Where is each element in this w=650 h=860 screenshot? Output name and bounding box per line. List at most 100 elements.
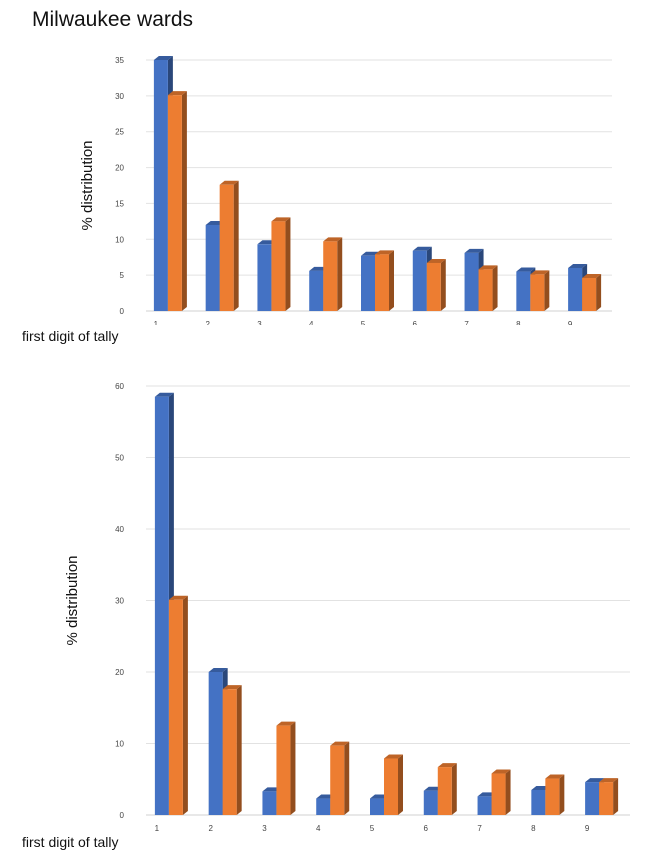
bar-top: [167, 91, 187, 96]
x-tick-label: 9: [568, 320, 573, 325]
bar: [599, 778, 619, 815]
bar: [426, 258, 446, 311]
bar-top: [491, 769, 511, 774]
bar-front: [205, 224, 220, 311]
bar-side: [559, 774, 565, 815]
bar-front: [276, 725, 291, 815]
y-tick-label: 30: [115, 92, 124, 101]
bar-front: [219, 184, 234, 311]
bar-top: [582, 274, 602, 279]
bar-front: [464, 252, 479, 311]
bar: [323, 237, 343, 311]
bar-side: [440, 258, 446, 311]
y-axis-title: % distribution: [64, 555, 81, 645]
bar-front: [375, 254, 389, 311]
y-tick-label: 20: [115, 668, 124, 677]
y-tick-label: 60: [115, 382, 124, 391]
bar-side: [492, 265, 498, 311]
bar-front: [330, 745, 345, 815]
bar-top: [154, 392, 174, 397]
bar-side: [596, 274, 602, 311]
bar-top: [412, 246, 432, 251]
bar-front: [599, 782, 614, 815]
y-tick-label: 5: [120, 271, 125, 280]
bar-front: [309, 270, 324, 311]
y-tick-label: 25: [115, 128, 124, 137]
bar-front: [361, 255, 375, 311]
bar: [168, 595, 188, 815]
bar: [582, 274, 602, 311]
bar-side: [398, 754, 403, 815]
bar-top: [323, 237, 343, 242]
y-tick-label: 50: [115, 454, 124, 463]
bar-front: [153, 60, 168, 311]
bar: [545, 774, 565, 815]
bar-side: [181, 91, 187, 311]
bar-top: [530, 270, 550, 275]
bars: [154, 392, 619, 815]
bar: [271, 217, 291, 311]
bar: [384, 754, 403, 815]
bar-top: [153, 56, 173, 60]
x-tick-label: 2: [205, 320, 210, 325]
y-tick-label: 10: [115, 235, 124, 244]
bar-side: [613, 778, 619, 815]
bar-top: [516, 267, 536, 272]
bar-top: [545, 774, 565, 779]
bar-front: [531, 789, 546, 815]
bar-front: [437, 767, 452, 815]
x-tick-label: 5: [361, 320, 366, 325]
bar-side: [236, 685, 242, 815]
bar: [491, 769, 511, 815]
bar-side: [344, 741, 350, 815]
bar-front: [271, 221, 286, 311]
bar: [167, 91, 187, 311]
x-tick-label: 8: [516, 320, 521, 325]
x-tick-label: 4: [309, 320, 314, 325]
bar: [375, 250, 394, 311]
bar: [219, 180, 239, 311]
x-tick-label: 7: [464, 320, 469, 325]
bar-top: [437, 763, 457, 768]
y-tick-label: 20: [115, 164, 124, 173]
bar-top: [568, 263, 588, 268]
bar-front: [568, 267, 583, 311]
bar-front: [423, 790, 438, 815]
page-title: Milwaukee wards: [32, 8, 194, 31]
bar-top: [375, 250, 394, 255]
x-tick-label: 6: [424, 824, 429, 833]
x-tick-label: 7: [477, 824, 482, 833]
bar-front: [370, 798, 384, 815]
bar-side: [285, 217, 291, 311]
bar-top: [208, 668, 228, 672]
bar-front: [426, 262, 441, 311]
bar-side: [544, 270, 550, 311]
bar-front: [154, 396, 169, 815]
bar-top: [219, 180, 239, 185]
bar-front: [208, 672, 223, 815]
bar-front: [168, 599, 183, 815]
bar-top: [271, 217, 291, 222]
bar: [437, 763, 457, 815]
bar-top: [222, 685, 242, 690]
bar-front: [491, 773, 506, 815]
bar-top: [168, 595, 188, 600]
x-tick-label: 6: [413, 320, 418, 325]
bar-top: [426, 258, 446, 263]
bar-side: [182, 595, 188, 815]
x-tick-label: 8: [531, 824, 536, 833]
y-tick-label: 15: [115, 199, 124, 208]
bar-front: [412, 250, 427, 311]
x-tick-label: 4: [316, 824, 321, 833]
bar-front: [545, 778, 560, 815]
x-axis-caption-top: first digit of tally: [22, 328, 119, 344]
bar-top: [599, 778, 619, 783]
x-tick-label: 3: [257, 320, 262, 325]
bar-front: [222, 689, 237, 815]
bar-side: [389, 250, 394, 311]
bar-front: [384, 758, 398, 815]
bar-top: [478, 265, 498, 270]
x-tick-label: 1: [154, 320, 159, 325]
x-tick-label: 5: [370, 824, 375, 833]
